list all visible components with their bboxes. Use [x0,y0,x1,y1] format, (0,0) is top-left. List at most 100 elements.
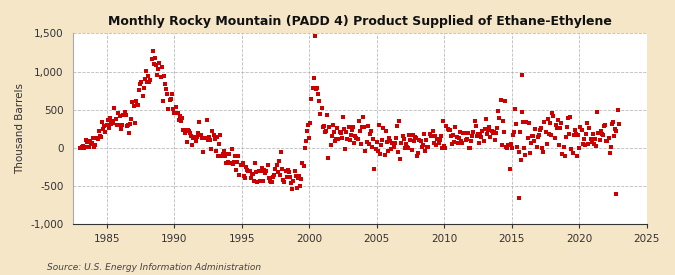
Point [296,177,306,181]
Point [450,125,461,129]
Point [100,130,111,134]
Point [282,168,293,172]
Point [406,147,417,152]
Point [451,135,462,139]
Point [491,130,502,135]
Point [503,143,514,147]
Point [387,141,398,145]
Point [366,129,377,133]
Point [295,184,306,189]
Point [513,196,524,200]
Point [90,142,101,147]
Point [510,107,520,111]
Point [145,78,156,82]
Point [204,134,215,139]
Point [589,142,599,147]
Point [151,63,161,68]
Point [119,109,130,114]
Point [319,130,330,134]
Point [497,119,508,123]
Point [329,139,340,144]
Point [245,176,256,181]
Point [263,176,274,180]
Point [576,128,587,132]
Point [294,174,304,178]
Point [350,134,360,139]
Point [443,128,454,133]
Point [529,139,540,143]
Point [312,86,323,90]
Point [178,128,188,133]
Point [537,145,547,150]
Point [113,111,124,115]
Point [209,137,220,142]
Point [392,124,402,128]
Point [394,119,404,123]
Point [590,137,601,141]
Point [86,142,97,146]
Point [346,128,357,132]
Point [574,146,585,150]
Point [526,141,537,145]
Point [170,111,181,116]
Point [180,131,191,135]
Point [519,145,530,150]
Point [416,145,427,149]
Point [516,109,527,114]
Point [273,159,284,163]
Point [444,128,455,133]
Point [486,129,497,133]
Point [194,133,205,137]
Point [362,124,373,128]
Point [310,87,321,92]
Point [472,132,483,136]
Point [475,132,485,136]
Point [241,165,252,169]
Point [488,130,499,134]
Point [612,107,623,112]
Point [440,145,451,150]
Point [514,129,525,134]
Point [373,149,383,154]
Point [167,92,178,97]
Point [120,113,131,117]
Point [306,97,317,101]
Point [248,172,259,177]
Point [134,88,144,92]
Point [485,135,495,139]
Point [368,137,379,142]
Point [191,134,202,139]
Point [147,49,158,54]
Point [154,60,165,65]
Point [423,144,434,149]
Point [319,124,329,128]
Point [435,133,446,138]
Point [560,154,570,159]
Point [385,139,396,143]
Point [325,143,336,147]
Point [258,178,269,183]
Point [513,150,524,155]
Point [466,139,477,143]
Point [567,150,578,155]
Point [86,141,97,145]
Point [215,133,225,138]
Point [381,140,392,144]
Point [599,124,610,128]
Point [459,131,470,135]
Point [431,143,441,147]
Point [230,154,240,158]
Point [502,146,512,150]
Point [194,119,205,124]
Point [354,129,365,133]
Point [515,157,526,162]
Point [595,128,606,133]
Point [528,133,539,138]
Point [307,86,318,90]
Point [157,64,167,69]
Y-axis label: Thousand Barrels: Thousand Barrels [15,83,25,174]
Point [327,122,338,127]
Point [314,99,325,103]
Point [610,127,621,131]
Point [562,125,572,129]
